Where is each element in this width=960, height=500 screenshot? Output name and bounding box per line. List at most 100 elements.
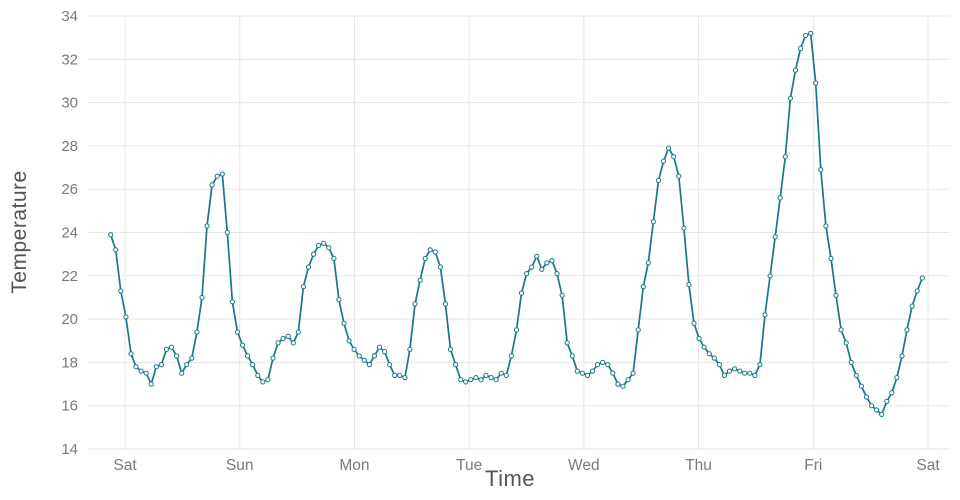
data-point-marker xyxy=(615,381,621,387)
data-point-marker xyxy=(371,353,377,359)
data-point-marker xyxy=(503,372,509,378)
data-point-marker xyxy=(245,353,251,359)
data-point-marker xyxy=(554,271,560,277)
data-point-marker xyxy=(696,336,702,342)
data-point-marker xyxy=(316,242,322,249)
data-point-marker xyxy=(453,362,459,368)
data-point-marker xyxy=(838,327,844,333)
data-point-marker xyxy=(346,338,352,344)
y-axis-title: Temperature xyxy=(8,170,31,294)
data-point-marker xyxy=(808,30,814,36)
x-tick-label: Sat xyxy=(916,457,940,474)
data-point-marker xyxy=(889,390,895,396)
data-point-marker xyxy=(600,359,606,365)
data-point-marker xyxy=(168,344,175,350)
data-point-marker xyxy=(351,346,357,352)
data-point-marker xyxy=(468,377,474,383)
data-point-marker xyxy=(797,45,804,52)
data-point-marker xyxy=(752,372,758,378)
data-point-marker xyxy=(919,275,925,281)
data-point-marker xyxy=(605,362,611,368)
x-tick-label: Sat xyxy=(113,457,137,474)
data-point-marker xyxy=(747,370,753,376)
data-point-marker xyxy=(280,336,286,342)
data-point-marker xyxy=(524,271,530,277)
data-point-marker xyxy=(569,353,575,359)
data-point-marker xyxy=(828,255,834,262)
x-tick-label: Fri xyxy=(804,457,822,474)
data-point-marker xyxy=(544,260,550,266)
y-tick-label: 34 xyxy=(61,8,78,25)
data-point-marker xyxy=(909,303,915,309)
data-point-marker xyxy=(772,234,778,240)
data-point-marker xyxy=(209,182,215,188)
temperature-series-line xyxy=(109,32,924,416)
data-point-marker xyxy=(737,368,743,374)
data-point-marker xyxy=(260,379,266,385)
data-point-marker xyxy=(163,346,170,352)
y-tick-label: 18 xyxy=(61,354,78,371)
data-point-marker xyxy=(376,344,383,350)
y-tick-label: 28 xyxy=(61,138,78,155)
data-point-marker xyxy=(133,364,139,370)
data-point-marker xyxy=(311,251,317,257)
data-point-marker xyxy=(843,340,849,346)
data-point-marker xyxy=(620,383,626,389)
data-point-marker xyxy=(194,329,200,335)
data-point-marker xyxy=(113,247,119,253)
data-point-marker xyxy=(767,273,773,279)
data-point-marker xyxy=(214,173,220,179)
data-point-marker xyxy=(650,219,657,225)
x-tick-label: Wed xyxy=(568,457,600,474)
y-tick-label: 22 xyxy=(61,268,78,285)
data-point-marker xyxy=(234,329,241,335)
data-point-marker xyxy=(442,301,448,307)
data-point-marker xyxy=(493,377,499,383)
data-point-marker xyxy=(422,255,428,262)
data-point-marker xyxy=(397,372,403,378)
data-point-marker xyxy=(229,299,235,305)
data-point-marker xyxy=(199,294,205,301)
data-point-marker xyxy=(879,411,885,417)
data-point-marker xyxy=(366,362,372,368)
x-axis-title: Time xyxy=(484,466,536,491)
data-point-marker xyxy=(625,377,631,383)
data-point-marker xyxy=(331,255,337,262)
data-point-marker xyxy=(726,368,733,374)
data-point-marker xyxy=(595,362,601,368)
data-point-marker xyxy=(590,368,596,374)
data-point-marker xyxy=(732,366,738,372)
data-point-marker xyxy=(341,320,347,326)
data-point-marker xyxy=(305,264,312,270)
data-point-marker xyxy=(579,370,586,376)
data-point-marker xyxy=(458,377,464,383)
data-point-marker xyxy=(782,154,788,160)
data-point-marker xyxy=(863,394,870,400)
data-point-marker xyxy=(874,407,880,413)
data-point-marker xyxy=(853,372,859,378)
data-point-marker xyxy=(549,258,555,264)
data-point-marker xyxy=(250,362,256,368)
x-tick-label: Mon xyxy=(339,457,369,474)
data-point-marker xyxy=(818,167,824,173)
data-point-marker xyxy=(153,364,159,370)
data-point-marker xyxy=(899,353,905,359)
data-point-marker xyxy=(138,368,144,374)
data-point-marker xyxy=(361,357,367,363)
data-point-marker xyxy=(387,362,393,368)
data-point-marker xyxy=(483,372,489,378)
data-point-marker xyxy=(792,67,799,73)
data-point-marker xyxy=(691,320,697,326)
data-point-marker xyxy=(848,359,854,365)
data-point-marker xyxy=(681,225,687,231)
data-point-marker xyxy=(894,375,900,381)
data-point-marker xyxy=(813,80,819,86)
data-point-marker xyxy=(518,290,525,296)
data-point-marker xyxy=(655,177,662,184)
data-point-marker xyxy=(285,333,291,339)
data-point-marker xyxy=(513,327,520,333)
data-point-marker xyxy=(179,370,185,376)
data-point-marker xyxy=(123,314,129,320)
data-point-marker xyxy=(300,284,306,290)
